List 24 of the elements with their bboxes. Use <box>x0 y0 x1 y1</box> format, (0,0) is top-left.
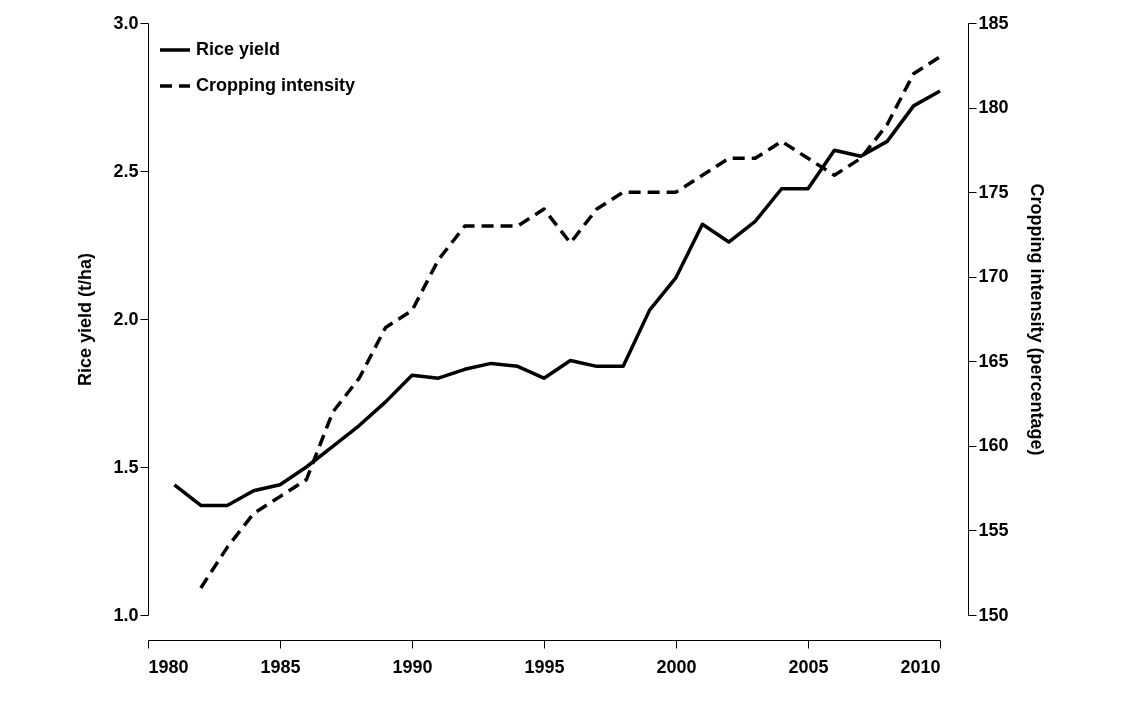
legend-label: Rice yield <box>196 39 281 59</box>
y-tick-label: 3.0 <box>113 12 139 33</box>
y2-tick-label: 175 <box>978 181 1009 202</box>
x-tick-label: 1995 <box>524 656 565 677</box>
y2-tick-label: 180 <box>978 97 1009 118</box>
legend-label: Cropping intensity <box>196 75 355 95</box>
y2-tick-label: 160 <box>978 435 1009 456</box>
y2-tick-label: 165 <box>978 350 1009 371</box>
y2-tick-label: 170 <box>978 266 1009 287</box>
x-tick-label: 2005 <box>788 656 829 677</box>
y2-tick-label: 185 <box>978 12 1009 33</box>
y2-tick-label: 155 <box>978 519 1009 540</box>
y-tick-label: 2.0 <box>113 308 139 329</box>
y-tick-label: 1.0 <box>113 604 139 625</box>
x-tick-label: 2010 <box>900 656 941 677</box>
x-tick-label: 1980 <box>148 656 189 677</box>
x-tick-label: 2000 <box>656 656 697 677</box>
y2-tick-label: 150 <box>978 604 1009 625</box>
y-tick-label: 2.5 <box>113 160 139 181</box>
y2-axis-title: Cropping intensity (percentage) <box>1026 183 1047 456</box>
y-tick-label: 1.5 <box>113 456 139 477</box>
x-tick-label: 1990 <box>392 656 433 677</box>
y-axis-title: Rice yield (t/ha) <box>75 252 96 387</box>
x-tick-label: 1985 <box>260 656 301 677</box>
